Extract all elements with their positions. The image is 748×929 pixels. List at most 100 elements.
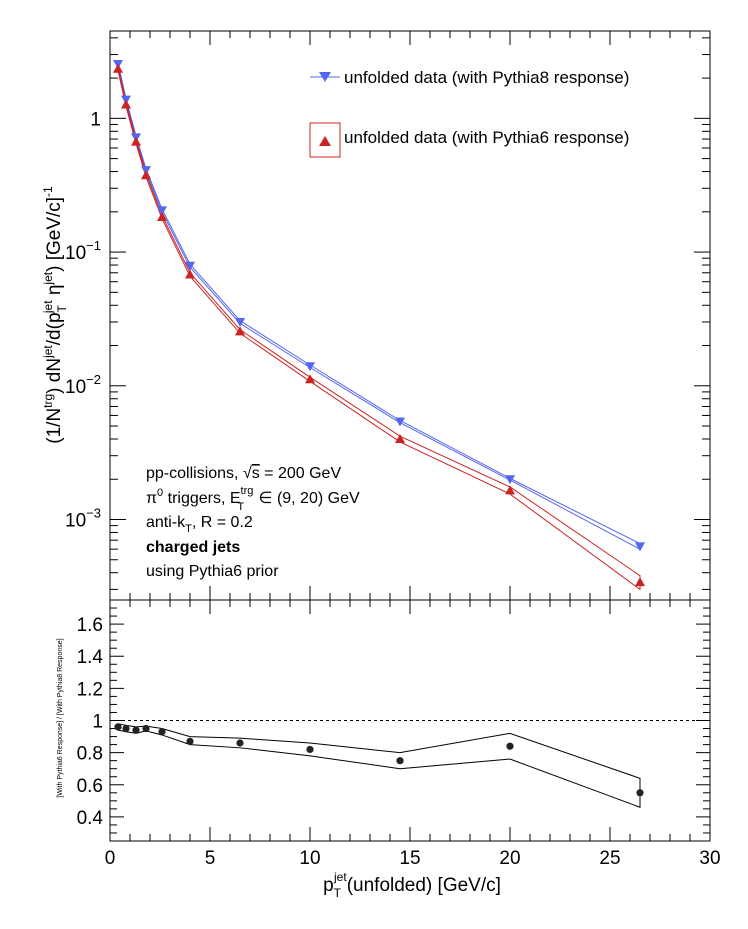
x-tick-label: 15 (399, 848, 420, 869)
top-axis-ticks (109, 31, 711, 600)
y-title-part-c: /d(p (44, 312, 65, 345)
ratio-point (396, 757, 404, 765)
band-series-2 (117, 66, 641, 591)
ratio-point (122, 724, 130, 733)
annot-energy-text: = 200 GeV (260, 465, 342, 482)
bottom-y-axis-title: [With Pythia6 Response] / [With Pythia8 … (57, 638, 64, 797)
marker-series-2-point (131, 136, 141, 146)
y-title-part-e: ) [GeV/c] (44, 197, 65, 272)
annot-sqrt-symbol: √ (243, 465, 252, 482)
annot-antikt-sub: T (185, 523, 192, 535)
marker-series-2-point (505, 485, 515, 495)
bottom-y-tick-label: 1 (92, 712, 103, 733)
ratio-point (186, 737, 194, 745)
y-title-part-b: ) dN (44, 358, 65, 394)
bottom-y-tick-label: 0.8 (77, 744, 103, 765)
annot-antikt-text: anti-k (146, 514, 186, 531)
top-y-tick-exp: −2 (86, 372, 101, 387)
marker-series-2-point (157, 211, 167, 221)
top-y-axis-title: (1/Ntrg) dNjet/d(pTjet ηjet) [GeV/c]-1 (41, 186, 69, 444)
y-title-sup-jet3: jet (41, 271, 55, 285)
marker-series-1-point (305, 362, 315, 372)
marker-series-2-point (305, 374, 315, 384)
y-title-sub-t: T (55, 304, 69, 312)
bottom-y-tick-label: 1.6 (77, 615, 103, 636)
marker-series-2-point (395, 433, 405, 443)
ratio-point (114, 723, 122, 731)
y-title-sup-jet2: jet (41, 300, 55, 314)
legend-marker-pythia8 (319, 72, 331, 82)
marker-series-1-point (157, 206, 167, 216)
top-y-tick-base: 10 (65, 377, 86, 398)
ratio-point (636, 789, 644, 797)
top-y-tick-exp: −3 (86, 505, 101, 520)
y-title-sup-minus1: -1 (41, 186, 55, 197)
top-y-tick-label: 10−2 (65, 372, 101, 398)
marker-series-2-point (235, 326, 245, 336)
legend-marker-pythia6 (319, 136, 331, 146)
marker-series-2-point (141, 170, 151, 180)
y-title-sup-trg: trg (41, 394, 55, 408)
marker-series-2-point (185, 269, 195, 279)
annotation-line-algorithm: anti-kT, R = 0.2 (146, 514, 253, 535)
annot-e-sub-t: T (237, 501, 244, 513)
legend-label-pythia8: unfolded data (with Pythia8 response) (344, 68, 629, 87)
y-title-part-a: (1/N (44, 408, 65, 444)
annotation-block: pp-collisions, √s = 200 GeV π0 triggers,… (146, 465, 360, 580)
annot-triggers-text: triggers, E (163, 490, 240, 507)
bottom-axis-ticks (109, 599, 711, 841)
bottom-y-tick-label: 1.4 (77, 647, 104, 668)
x-tick-labels: 0 5 10 15 20 25 30 (105, 848, 721, 869)
annot-s-symbol: s (252, 465, 260, 482)
marker-series-1-point (505, 475, 515, 485)
annotation-line-collisions: pp-collisions, √s = 200 GeV (146, 465, 341, 482)
top-y-tick-base: 1 (90, 109, 101, 130)
marker-series-2-point (121, 99, 131, 109)
annot-pi-sup: 0 (157, 487, 163, 499)
marker-series-2-point (113, 63, 123, 73)
annot-range-text: ∈ (9, 20) GeV (254, 490, 360, 507)
top-y-tick-label: 10−3 (65, 505, 101, 531)
top-y-tick-label: 1 (90, 109, 101, 130)
ratio-point (158, 728, 166, 736)
x-tick-label: 0 (105, 848, 116, 869)
y-title-part-d: η (44, 285, 65, 301)
x-title-sup-jet: jet (333, 870, 347, 884)
x-title-sub-t: T (334, 886, 342, 900)
x-tick-label: 10 (299, 848, 320, 869)
x-axis-title: pTjet(unfolded) [GeV/c] (323, 870, 501, 900)
bottom-y-tick-labels: 0.4 0.6 0.8 1 1.2 1.4 1.6 (77, 615, 104, 829)
top-y-tick-label: 10−1 (65, 238, 101, 264)
marker-series-1-point (235, 317, 245, 327)
annot-radius-text: , R = 0.2 (192, 514, 253, 531)
annot-pi-symbol: π (146, 490, 157, 507)
x-title-p: p (323, 875, 334, 896)
legend: unfolded data (with Pythia8 response) un… (309, 68, 629, 158)
ratio-band-outline (117, 723, 641, 808)
annot-e-sup-trg: trg (241, 485, 254, 497)
ratio-uncertainty-band (117, 723, 641, 808)
top-y-tick-exp: −1 (86, 238, 101, 253)
marker-series-1-point (635, 542, 645, 552)
x-tick-label: 20 (499, 848, 520, 869)
annot-collisions-text: pp-collisions, (146, 465, 243, 482)
legend-box-pythia6 (309, 122, 341, 158)
marker-series-1-point (395, 417, 405, 427)
annotation-line-triggers: π0 triggers, Etrg T ∈ (9, 20) GeV (146, 485, 360, 513)
x-tick-label: 30 (699, 848, 720, 869)
bottom-y-tick-label: 0.6 (77, 776, 103, 797)
ratio-point (132, 726, 140, 734)
ratio-point (236, 739, 244, 747)
top-y-tick-base: 10 (65, 510, 86, 531)
x-tick-label: 5 (205, 848, 216, 869)
top-markers (113, 59, 645, 587)
ratio-point (306, 745, 314, 754)
marker-series-2-point (635, 577, 645, 587)
top-y-tick-labels: 110−110−210−3 (65, 109, 101, 531)
y-title-sup-jet: jet (41, 345, 55, 359)
ratio-point (506, 742, 514, 750)
top-y-tick-base: 10 (65, 243, 86, 264)
x-title-rest: (unfolded) [GeV/c] (347, 875, 501, 896)
